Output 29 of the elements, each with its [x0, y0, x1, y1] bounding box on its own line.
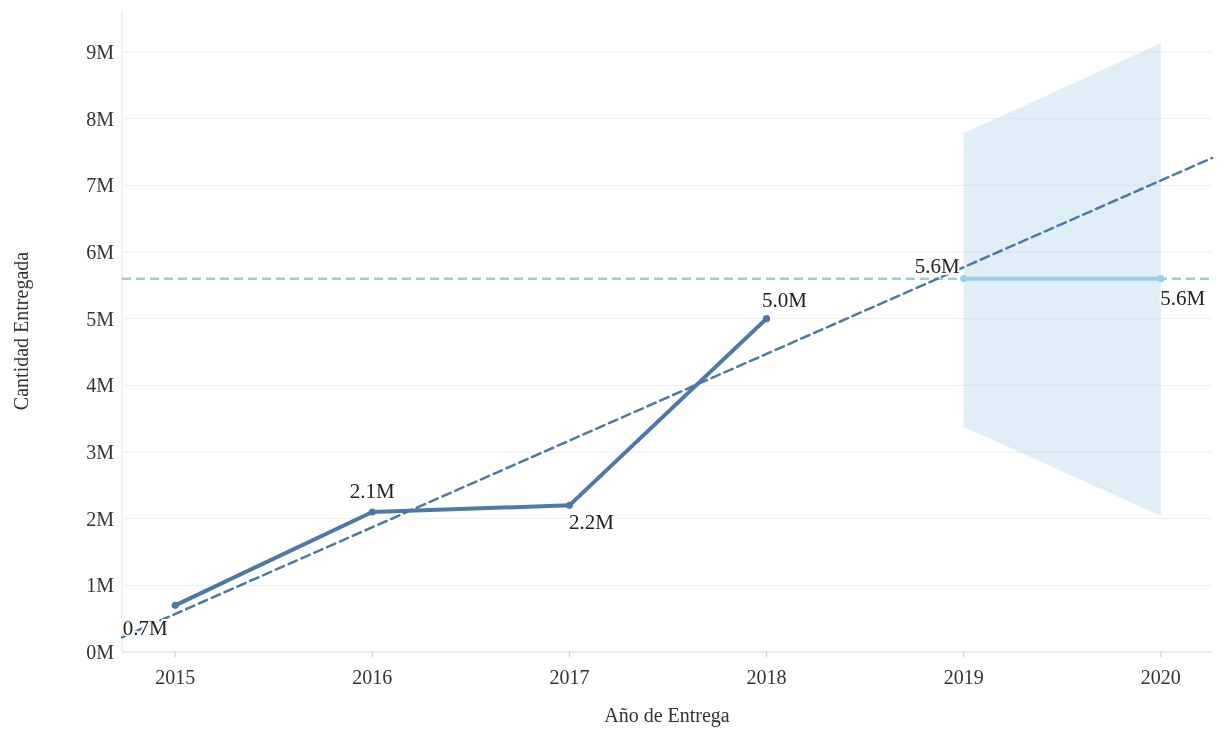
y-tick-label: 3M	[86, 441, 115, 463]
y-tick-label: 8M	[86, 107, 115, 130]
point	[565, 501, 573, 509]
data-label: 5.0M	[762, 287, 808, 312]
y-tick-label: 0M	[86, 641, 115, 663]
y-tick-label: 9M	[86, 41, 115, 63]
x-tick-label: 2017	[549, 666, 590, 688]
y-tick-label: 5M	[86, 307, 115, 330]
point	[171, 601, 179, 609]
data-label: 2.2M	[568, 510, 615, 535]
y-tick-label: 2M	[86, 507, 115, 530]
y-axis-title: Cantidad Entregada	[10, 251, 33, 411]
data-label: 5.6M	[914, 253, 960, 278]
point	[1157, 275, 1165, 283]
point	[368, 508, 376, 516]
y-tick-label: 7M	[86, 174, 115, 197]
x-axis-title: Año de Entrega	[604, 704, 730, 727]
point	[762, 315, 771, 323]
y-tick-label: 4M	[86, 374, 115, 397]
x-tick-label: 2016	[352, 666, 393, 688]
x-tick-label: 2018	[746, 666, 787, 688]
x-tick-label: 2015	[155, 666, 196, 688]
data-label: 5.6M	[1160, 285, 1206, 310]
y-tick-label: 1M	[86, 574, 115, 597]
x-tick-label: 2020	[1140, 666, 1181, 688]
data-label: 2.1M	[349, 479, 396, 503]
point	[960, 275, 968, 283]
x-tick-label: 2019	[943, 666, 984, 688]
y-tick-label: 6M	[86, 241, 115, 263]
